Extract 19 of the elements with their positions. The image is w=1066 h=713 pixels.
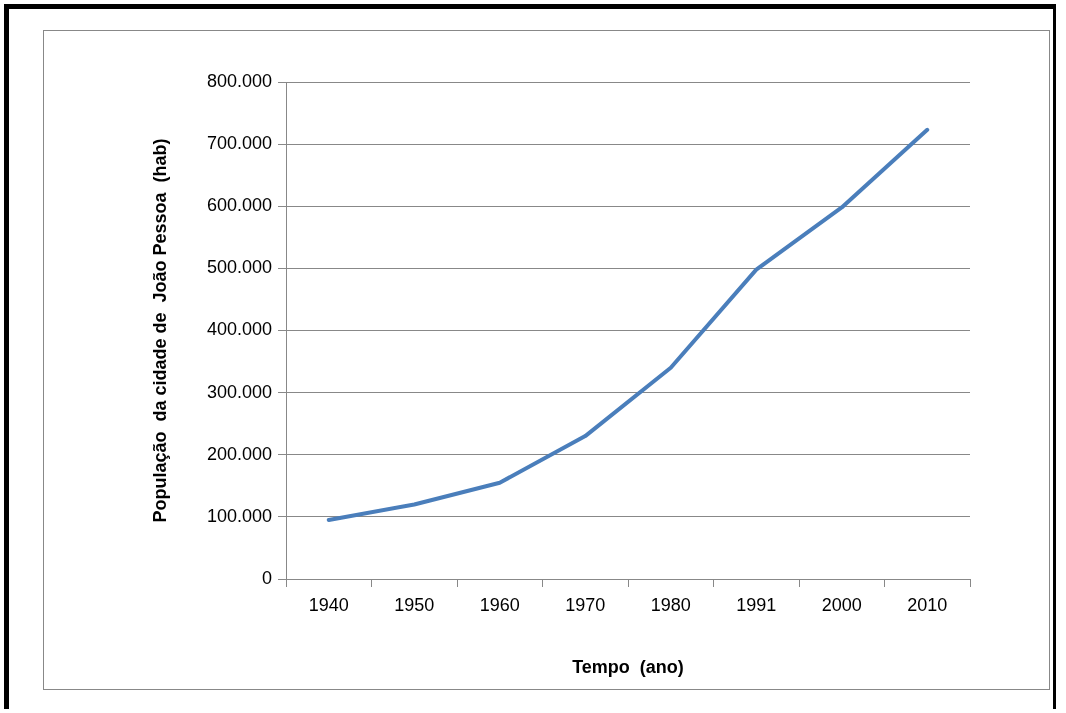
y-tick-label: 400.000 [206, 319, 272, 340]
x-tick-label: 1970 [565, 594, 606, 615]
x-tick-label: 2010 [907, 594, 948, 615]
y-tick-label: 200.000 [206, 443, 272, 464]
x-tick-label: 1991 [736, 594, 777, 615]
y-tick-label: 600.000 [206, 195, 272, 216]
x-tick-label: 1960 [479, 594, 520, 615]
x-axis-title: Tempo (ano) [572, 657, 684, 678]
x-tick-label: 1950 [394, 594, 435, 615]
y-tick-label: 300.000 [206, 381, 272, 402]
x-tick-label: 2000 [821, 594, 862, 615]
x-tick-label: 1980 [650, 594, 691, 615]
x-tick-label: 1940 [308, 594, 349, 615]
y-tick-label: 700.000 [206, 133, 272, 154]
y-tick-label: 500.000 [206, 257, 272, 278]
y-tick-label: 800.000 [206, 70, 272, 91]
y-tick-label: 0 [261, 567, 272, 588]
y-axis-title: População da cidade de João Pessoa (hab) [149, 138, 170, 523]
y-tick-label: 100.000 [206, 505, 272, 526]
